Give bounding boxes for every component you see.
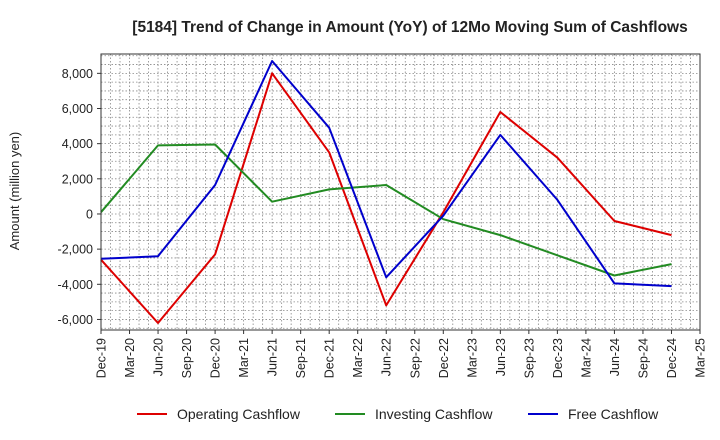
y-tick-label: -4,000	[58, 278, 93, 292]
x-tick-label: Jun-22	[380, 338, 394, 376]
y-tick-label: 0	[86, 207, 93, 221]
y-tick-labels: -6,000 -4,000 -2,000 0 2,000 4,000 6,000 8,000	[58, 67, 101, 327]
y-tick-label: 2,000	[62, 172, 93, 186]
x-tick-label: Mar-21	[237, 338, 251, 378]
x-tick-label: Dec-24	[665, 338, 679, 378]
chart-title: [5184] Trend of Change in Amount (YoY) o…	[132, 19, 687, 36]
x-tick-label: Dec-23	[551, 338, 565, 378]
x-tick-label: Mar-25	[694, 338, 708, 378]
y-axis-label: Amount (million yen)	[7, 132, 22, 251]
x-tick-label: Mar-22	[351, 338, 365, 378]
free-cashflow-line	[100, 60, 672, 288]
y-tick-label: -2,000	[58, 243, 93, 257]
x-tick-label: Jun-21	[266, 338, 280, 376]
x-tick-label: Jun-20	[152, 338, 166, 376]
y-tick-label: 6,000	[62, 102, 93, 116]
x-tick-label: Sep-24	[636, 338, 650, 378]
operating-cashflow-legend-label: Operating Cashflow	[177, 406, 301, 422]
x-tick-labels: Dec-19 Mar-20 Jun-20 Sep-20 Dec-20 Mar-21 Jun-…	[95, 330, 708, 378]
x-tick-label: Dec-22	[437, 338, 451, 378]
x-tick-label: Jun-23	[494, 338, 508, 376]
x-tick-label: Mar-23	[465, 338, 479, 378]
x-tick-label: Sep-20	[180, 338, 194, 378]
operating-cashflow-line	[100, 72, 672, 324]
investing-cashflow-line	[100, 143, 672, 277]
x-tick-label: Dec-21	[323, 338, 337, 378]
legend: Operating Cashflow Investing Cashflow Free…	[137, 406, 659, 422]
x-tick-label: Mar-24	[579, 338, 593, 378]
x-tick-label: Sep-22	[408, 338, 422, 378]
x-tick-label: Mar-20	[123, 338, 137, 378]
x-tick-label: Sep-23	[522, 338, 536, 378]
x-tick-label: Sep-21	[294, 338, 308, 378]
investing-cashflow-legend-label: Investing Cashflow	[375, 406, 493, 422]
grid-layer	[101, 54, 700, 330]
y-tick-label: 4,000	[62, 137, 93, 151]
y-tick-label: 8,000	[62, 67, 93, 81]
x-tick-label: Jun-24	[608, 338, 622, 376]
series-layer	[100, 60, 672, 324]
x-tick-label: Dec-20	[209, 338, 223, 378]
free-cashflow-legend-label: Free Cashflow	[568, 406, 659, 422]
plot-frame	[100, 53, 701, 331]
y-tick-label: -6,000	[58, 313, 93, 327]
x-tick-label: Dec-19	[95, 338, 109, 378]
